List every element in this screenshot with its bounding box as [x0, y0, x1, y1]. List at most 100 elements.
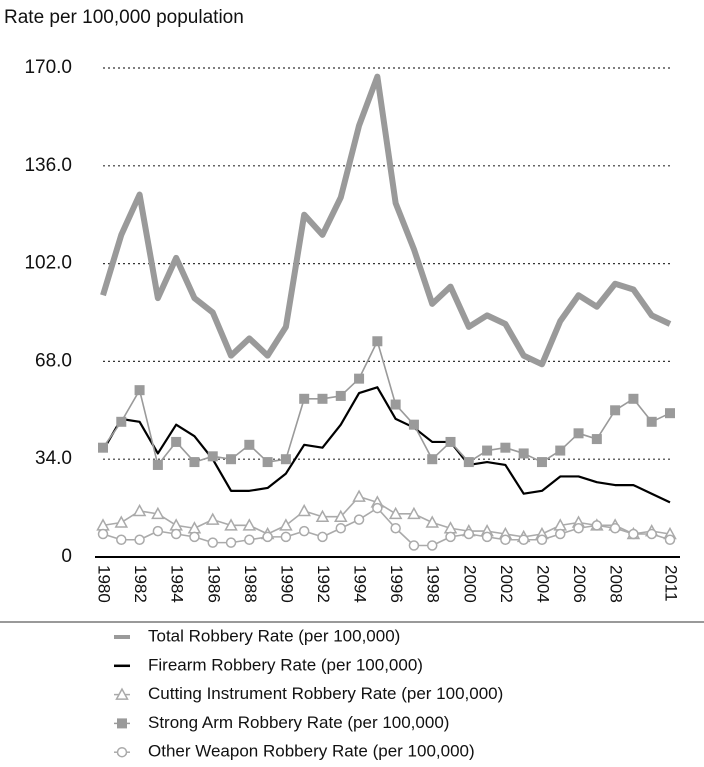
legend-label: Total Robbery Rate (per 100,000) — [148, 626, 400, 645]
x-tick-label: 1982 — [131, 565, 150, 603]
data-point — [591, 520, 603, 531]
legend-marker — [116, 746, 128, 758]
data-point — [591, 434, 602, 445]
data-point — [335, 522, 347, 534]
data-point — [242, 518, 257, 531]
y-tick-label: 170.0 — [24, 57, 72, 78]
data-point — [500, 442, 511, 453]
data-point — [98, 442, 108, 453]
data-point — [297, 503, 311, 517]
data-point — [408, 540, 420, 551]
data-point — [372, 502, 383, 514]
data-point — [354, 373, 365, 384]
series-line — [102, 386, 671, 504]
data-point — [482, 445, 493, 456]
data-point — [207, 537, 218, 548]
series-line — [100, 73, 672, 368]
legend-label: Other Weapon Robbery Rate (per 100,000) — [148, 742, 475, 761]
data-point — [463, 528, 475, 540]
data-point — [646, 528, 657, 540]
x-tick-label: 1980 — [95, 565, 114, 603]
data-point — [518, 448, 529, 459]
x-tick-label: 2004 — [533, 565, 552, 603]
data-point — [573, 428, 584, 439]
data-point — [353, 514, 365, 525]
x-tick-label: 1992 — [314, 565, 333, 603]
y-tick-label: 0 — [61, 546, 72, 567]
data-point — [407, 506, 421, 520]
data-point — [445, 436, 456, 447]
data-point — [280, 531, 292, 543]
data-point — [170, 528, 182, 540]
data-point — [390, 399, 401, 410]
data-point — [536, 457, 547, 468]
data-point — [151, 506, 165, 520]
data-point — [299, 393, 310, 404]
y-tick-label: 102.0 — [24, 253, 72, 274]
data-point — [205, 512, 220, 525]
data-point — [609, 522, 621, 534]
legend-label: Firearm Robbery Rate (per 100,000) — [148, 655, 423, 674]
data-point — [134, 534, 145, 545]
data-point — [207, 451, 218, 462]
data-point — [445, 531, 456, 543]
data-point — [244, 439, 255, 450]
data-point — [463, 457, 474, 468]
data-point — [226, 454, 237, 465]
data-point — [425, 515, 439, 528]
data-point — [244, 534, 255, 545]
x-tick-label: 1994 — [351, 565, 370, 603]
legend-label: Strong Arm Robbery Rate (per 100,000) — [148, 713, 449, 732]
x-tick-label: 2000 — [460, 565, 479, 603]
data-point — [315, 509, 330, 522]
x-tick-label: 1998 — [424, 565, 443, 603]
data-point — [427, 454, 438, 465]
data-point — [664, 534, 676, 545]
x-tick-label: 1988 — [241, 565, 260, 603]
x-tick-label: 2006 — [570, 565, 589, 603]
legend-marker — [117, 718, 127, 729]
y-tick-label: 136.0 — [24, 155, 72, 176]
data-point — [390, 522, 401, 534]
y-axis-title: Rate per 100,000 population — [4, 7, 244, 28]
data-point — [189, 457, 200, 468]
x-tick-label: 2002 — [497, 565, 516, 603]
data-point — [388, 506, 403, 520]
data-point — [169, 518, 183, 531]
data-point — [426, 540, 438, 551]
data-point — [555, 528, 566, 540]
data-point — [610, 405, 621, 416]
data-point — [132, 503, 147, 517]
x-tick-label: 1996 — [387, 565, 406, 603]
data-point — [536, 534, 548, 545]
data-point — [665, 408, 675, 419]
x-tick-label: 1990 — [277, 565, 296, 603]
data-point — [189, 531, 200, 543]
data-point — [262, 457, 273, 468]
data-point — [152, 525, 164, 537]
data-point — [481, 531, 493, 543]
data-point — [555, 445, 566, 456]
y-tick-label: 34.0 — [35, 448, 72, 469]
data-point — [334, 509, 348, 522]
series-line — [102, 495, 671, 538]
data-point — [224, 518, 238, 531]
x-tick-label: 2008 — [607, 565, 626, 603]
data-point — [280, 454, 291, 465]
y-tick-label: 68.0 — [35, 350, 72, 371]
data-point — [152, 459, 163, 470]
data-point — [628, 393, 639, 404]
legend-label: Cutting Instrument Robbery Rate (per 100… — [148, 684, 503, 703]
data-point — [518, 534, 529, 545]
data-point — [317, 393, 328, 404]
data-point — [97, 528, 109, 540]
data-point — [628, 528, 639, 540]
x-tick-label: 1986 — [204, 565, 223, 603]
data-point — [262, 531, 273, 543]
data-point — [500, 534, 511, 545]
data-point — [335, 390, 346, 401]
legend-marker — [115, 687, 129, 700]
data-point — [225, 537, 237, 548]
data-point — [573, 522, 584, 534]
data-point — [116, 534, 127, 545]
